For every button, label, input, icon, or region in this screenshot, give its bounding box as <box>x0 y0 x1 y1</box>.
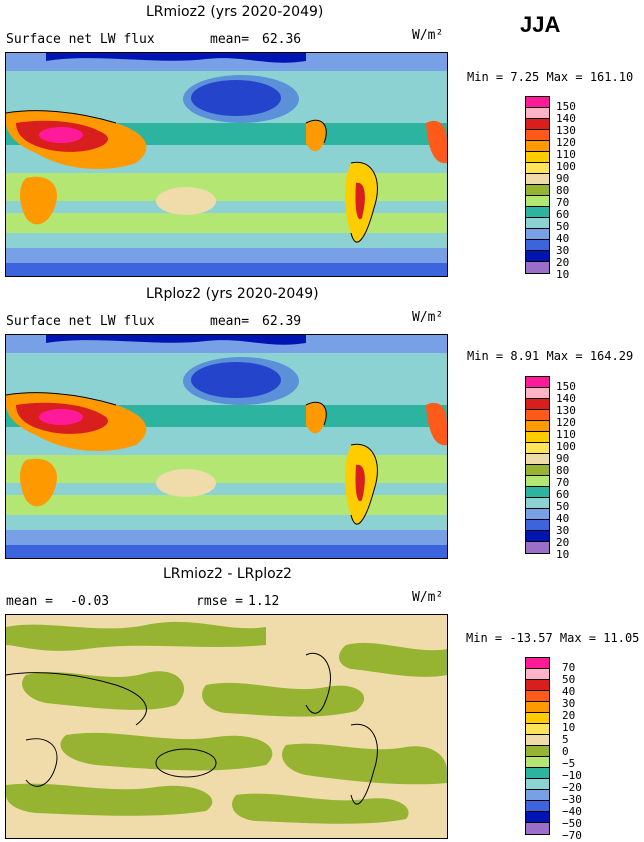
cb-label: 140 <box>556 392 576 405</box>
cb-label: 20 <box>556 536 570 549</box>
cb-label: 40 <box>556 512 570 525</box>
cb-label: 120 <box>556 416 576 429</box>
panel2-mean-label: mean= <box>210 314 250 329</box>
panel3-rmse-value: 1.12 <box>248 594 280 609</box>
cb-label: −5 <box>562 757 576 770</box>
panel2-min-max: Min = 8.91 Max = 164.29 <box>467 349 634 363</box>
cb-label: 30 <box>556 244 570 257</box>
panel2-colorbar-labels: 150 140 130 120 110 100 90 80 70 60 50 4… <box>556 381 576 561</box>
cb-label: 70 <box>556 476 570 489</box>
cb-label: −70 <box>562 829 582 842</box>
cb-label: 110 <box>556 148 576 161</box>
panel1-mean-value: 62.36 <box>262 32 302 47</box>
cb-label: 70 <box>562 661 576 674</box>
panel3-title: LRmioz2 - LRploz2 <box>163 566 292 582</box>
cb-label: −20 <box>562 781 582 794</box>
panel2-mean-value: 62.39 <box>262 314 302 329</box>
panel1-colorbar <box>525 96 550 274</box>
panel3-mean-value: -0.03 <box>70 594 110 609</box>
cb-label: 10 <box>556 548 570 561</box>
cb-label: 130 <box>556 404 576 417</box>
panel3-rmse-label: rmse = <box>196 594 243 609</box>
panel1-colorbar-labels: 150 140 130 120 110 100 90 80 70 60 50 4… <box>556 101 576 281</box>
panel2-units: W/m² <box>412 310 444 325</box>
cb-label: 100 <box>556 160 576 173</box>
panel1-units: W/m² <box>412 28 444 43</box>
cb-label: 80 <box>556 464 570 477</box>
cb-label: 10 <box>562 721 576 734</box>
panel3-map-canvas <box>6 615 447 838</box>
cb-label: −50 <box>562 817 582 830</box>
panel3-mean-label: mean = <box>6 594 53 609</box>
panel2-map-canvas <box>6 335 447 558</box>
cb-label: 30 <box>556 524 570 537</box>
cb-label: 90 <box>556 172 570 185</box>
cb-label: 60 <box>556 488 570 501</box>
cb-label: 60 <box>556 208 570 221</box>
cb-label: 30 <box>562 697 576 710</box>
cb-label: 5 <box>562 733 569 746</box>
panel3-units: W/m² <box>412 590 444 605</box>
panel3-colorbar <box>525 657 550 835</box>
cb-label: 100 <box>556 440 576 453</box>
cb-label: 40 <box>562 685 576 698</box>
cb-label: 90 <box>556 452 570 465</box>
cb-label: 130 <box>556 124 576 137</box>
cb-label: 70 <box>556 196 570 209</box>
cb-label: 20 <box>562 709 576 722</box>
cb-label: 50 <box>556 500 570 513</box>
cb-label: 10 <box>556 268 570 281</box>
panel1-title: LRmioz2 (yrs 2020-2049) <box>146 4 324 20</box>
panel1-map-canvas <box>6 53 447 276</box>
panel3-colorbar-labels: 70 50 40 30 20 10 5 0 −5 −10 −20 −30 −40… <box>562 662 582 842</box>
panel3-map <box>5 614 448 839</box>
cb-label: 150 <box>556 100 576 113</box>
panel2-colorbar <box>525 376 550 554</box>
cb-label: 20 <box>556 256 570 269</box>
panel3-min-max: Min = -13.57 Max = 11.05 <box>466 631 640 645</box>
cb-label: 50 <box>556 220 570 233</box>
panel2-field-name: Surface net LW flux <box>6 314 155 329</box>
panel1-mean-label: mean= <box>210 32 250 47</box>
cb-label: 150 <box>556 380 576 393</box>
cb-label: 0 <box>562 745 569 758</box>
cb-label: 120 <box>556 136 576 149</box>
panel1-min-max: Min = 7.25 Max = 161.10 <box>467 70 634 84</box>
panel2-map <box>5 334 448 559</box>
cb-label: 140 <box>556 112 576 125</box>
cb-label: −40 <box>562 805 582 818</box>
cb-label: −30 <box>562 793 582 806</box>
panel1-map <box>5 52 448 277</box>
season-label: JJA <box>520 12 561 37</box>
cb-label: 50 <box>562 673 576 686</box>
panel2-title: LRploz2 (yrs 2020-2049) <box>146 286 319 302</box>
cb-label: 40 <box>556 232 570 245</box>
cb-label: 80 <box>556 184 570 197</box>
cb-label: −10 <box>562 769 582 782</box>
panel1-field-name: Surface net LW flux <box>6 32 155 47</box>
cb-label: 110 <box>556 428 576 441</box>
